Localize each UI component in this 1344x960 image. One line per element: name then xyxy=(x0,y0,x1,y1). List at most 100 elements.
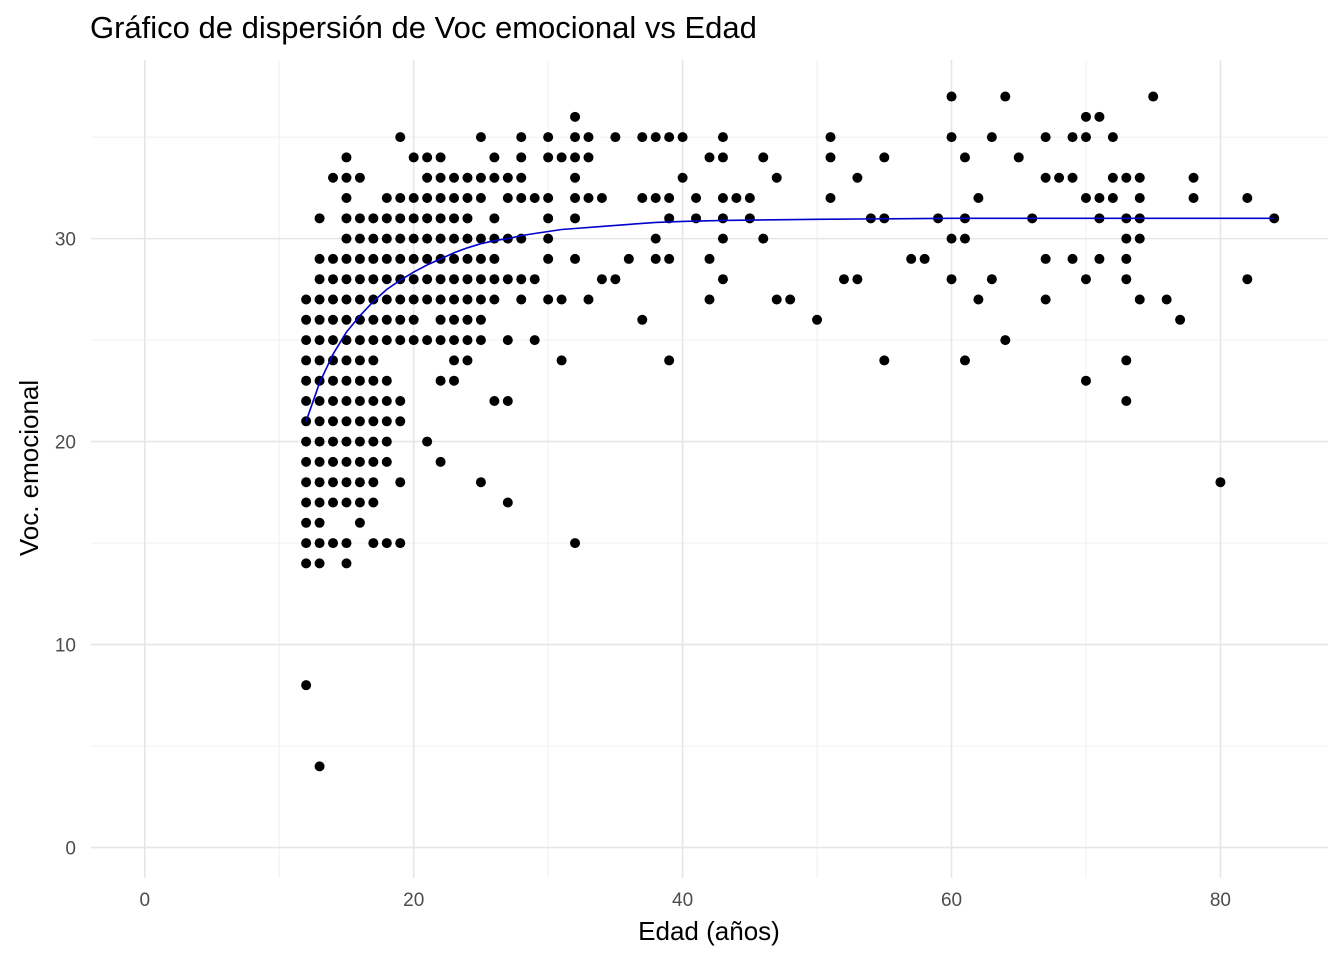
data-point xyxy=(543,193,554,204)
data-point xyxy=(543,253,554,264)
data-point xyxy=(381,375,392,386)
data-point xyxy=(717,274,728,285)
data-point xyxy=(462,335,473,346)
data-point xyxy=(543,152,554,163)
data-point xyxy=(1269,213,1280,224)
data-point xyxy=(354,396,365,407)
data-point xyxy=(408,274,419,285)
data-point xyxy=(529,193,540,204)
data-point xyxy=(516,294,527,305)
data-point xyxy=(341,558,352,569)
data-point xyxy=(328,477,339,488)
x-tick-label: 40 xyxy=(672,890,693,911)
data-point xyxy=(341,193,352,204)
data-point xyxy=(368,538,379,549)
data-point xyxy=(328,314,339,325)
data-point xyxy=(475,477,486,488)
data-point xyxy=(664,355,675,366)
data-point xyxy=(462,172,473,183)
data-point xyxy=(502,193,513,204)
data-point xyxy=(677,132,688,143)
data-point xyxy=(422,213,433,224)
data-point xyxy=(395,253,406,264)
data-point xyxy=(422,253,433,264)
y-axis-title: Voc. emocional xyxy=(14,380,44,556)
data-point xyxy=(341,436,352,447)
data-point xyxy=(354,375,365,386)
data-point xyxy=(381,416,392,427)
data-point xyxy=(422,274,433,285)
data-point xyxy=(637,314,648,325)
data-point xyxy=(301,436,312,447)
data-point xyxy=(717,132,728,143)
data-point xyxy=(771,294,782,305)
data-point xyxy=(301,375,312,386)
data-point xyxy=(1000,91,1011,102)
data-point xyxy=(435,193,446,204)
data-point xyxy=(341,497,352,508)
data-point xyxy=(852,274,863,285)
data-point xyxy=(959,152,970,163)
data-point xyxy=(328,497,339,508)
data-point xyxy=(529,274,540,285)
data-point xyxy=(314,213,325,224)
data-point xyxy=(354,314,365,325)
x-tick-label: 0 xyxy=(139,890,150,911)
data-point xyxy=(1121,253,1132,264)
data-point xyxy=(368,314,379,325)
data-point xyxy=(543,294,554,305)
data-point xyxy=(664,132,675,143)
data-point xyxy=(475,335,486,346)
data-point xyxy=(395,416,406,427)
data-point xyxy=(314,456,325,467)
data-point xyxy=(368,253,379,264)
data-point xyxy=(852,172,863,183)
data-point xyxy=(381,456,392,467)
data-point xyxy=(328,172,339,183)
data-point xyxy=(314,538,325,549)
data-point xyxy=(462,193,473,204)
data-point xyxy=(301,680,312,691)
data-point xyxy=(1080,111,1091,122)
data-point xyxy=(529,335,540,346)
data-point xyxy=(449,172,460,183)
data-point xyxy=(664,213,675,224)
data-point xyxy=(341,233,352,244)
data-point xyxy=(341,314,352,325)
x-tick-label: 20 xyxy=(403,890,424,911)
data-point xyxy=(341,274,352,285)
data-point xyxy=(301,517,312,528)
data-point xyxy=(368,396,379,407)
data-point xyxy=(328,416,339,427)
data-point xyxy=(1094,253,1105,264)
data-point xyxy=(973,193,984,204)
data-point xyxy=(328,456,339,467)
data-point xyxy=(408,233,419,244)
data-point xyxy=(570,193,581,204)
data-point xyxy=(1040,294,1051,305)
data-point xyxy=(328,375,339,386)
data-point xyxy=(610,132,621,143)
data-point xyxy=(583,294,594,305)
data-point xyxy=(354,233,365,244)
data-point xyxy=(516,274,527,285)
data-point xyxy=(489,152,500,163)
data-point xyxy=(449,193,460,204)
data-point xyxy=(301,396,312,407)
data-point xyxy=(462,355,473,366)
data-point xyxy=(1067,253,1078,264)
data-point xyxy=(677,172,688,183)
data-point xyxy=(1107,193,1118,204)
data-point xyxy=(449,274,460,285)
data-point xyxy=(381,233,392,244)
data-point xyxy=(556,294,567,305)
data-point xyxy=(449,253,460,264)
data-point xyxy=(650,132,661,143)
y-tick-label: 10 xyxy=(55,636,76,657)
data-point xyxy=(395,193,406,204)
data-point xyxy=(502,274,513,285)
data-point xyxy=(475,233,486,244)
data-point xyxy=(1134,193,1145,204)
data-point xyxy=(570,538,581,549)
data-point xyxy=(354,456,365,467)
